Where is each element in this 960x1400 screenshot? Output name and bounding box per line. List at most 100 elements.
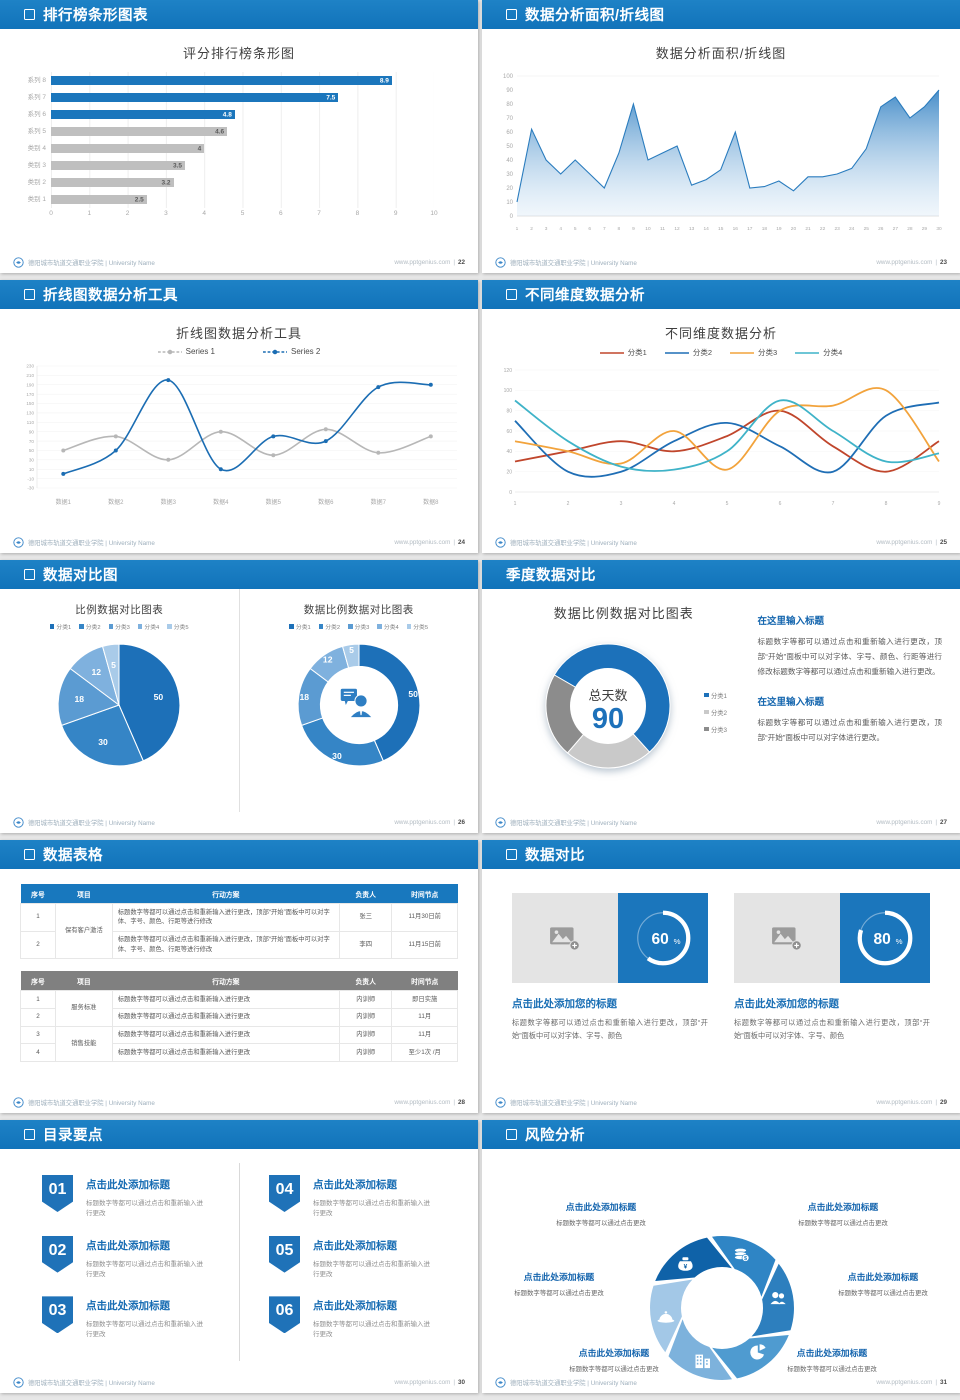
svg-text:26: 26 xyxy=(878,226,884,232)
bar-chart: 系列 8 系列 7 系列 6 系列 5 类别 4 类别 3 类别 2 类别 1 8.9 7.5 4.… xyxy=(16,72,434,208)
comparison-card: 60% 点击此处添加您的标题 标题数字等都可以通过点击和重新输入进行更改，顶部“开始… xyxy=(512,893,708,1043)
slide-title: 数据表格 xyxy=(43,848,103,864)
slide-header: 数据对比 xyxy=(482,840,960,869)
donut-summary-panel: 数据比例数据对比图表 总天数 90 分类1 分类2 分类3 xyxy=(500,589,748,812)
slide-title: 数据分析面积/折线图 xyxy=(525,8,665,24)
pinwheel-blade xyxy=(655,1237,732,1281)
slide-30[interactable]: 目录要点 01 点击此处添加标题 标题数字等都可以通过点击和重新输入进行更改 02 点击… xyxy=(0,1120,478,1393)
footer-university-name: 德阳城市轨道交通职业学院 | University Name xyxy=(28,1380,155,1387)
svg-text:40: 40 xyxy=(506,449,512,455)
university-logo-icon xyxy=(495,1377,506,1388)
footer-university-name: 德阳城市轨道交通职业学院 | University Name xyxy=(28,540,155,547)
svg-text:50: 50 xyxy=(408,689,418,699)
svg-text:100: 100 xyxy=(504,388,513,394)
svg-text:21: 21 xyxy=(805,226,811,232)
image-placeholder xyxy=(512,893,619,983)
slide-body: 60% 点击此处添加您的标题 标题数字等都可以通过点击和重新输入进行更改，顶部“开始… xyxy=(482,869,960,1092)
table-row: 3 销售技能 标题数字等都可以通过点击和重新输入进行更改 内训师 11月 xyxy=(20,1025,458,1062)
toc-item[interactable]: 06 点击此处添加标题 标题数字等都可以通过点击和重新输入进行更改 xyxy=(269,1296,436,1353)
footer-page-number: 25 xyxy=(939,539,947,546)
slide-22[interactable]: 排行榜条形图表 评分排行榜条形图 系列 8 系列 7 系列 6 系列 5 类别 4 类别 3… xyxy=(0,0,478,273)
footer-site-url: www.pptgenius.com xyxy=(394,259,451,266)
slide-title: 折线图数据分析工具 xyxy=(43,288,178,304)
svg-text:80: 80 xyxy=(873,931,890,948)
bar-row: 3.2 xyxy=(51,174,434,191)
bar-row: 4.6 xyxy=(51,123,434,140)
slide-27[interactable]: 季度数据对比 数据比例数据对比图表 总天数 90 分类1 分类2 分类3 在这里输入标题 标题… xyxy=(482,560,960,833)
slide-title: 目录要点 xyxy=(43,1128,103,1144)
footer-separator: | xyxy=(935,539,937,546)
square-bullet-icon xyxy=(506,9,517,20)
slide-footer: 德阳城市轨道交通职业学院 | University Name www.pptge… xyxy=(0,252,478,273)
slide-body: 序号 项目 行动方案 负责人 时间节点 1 保有客户激活 标题数字等都可以通过点击和重新输入进… xyxy=(0,869,478,1092)
svg-text:数据7: 数据7 xyxy=(371,498,387,506)
slide-29[interactable]: 数据对比 60% 点击此处添加您的标题 标题数字等都可以通过点击和重新输入进行更改，… xyxy=(482,840,960,1113)
svg-text:10: 10 xyxy=(29,467,35,472)
svg-text:19: 19 xyxy=(776,226,782,232)
svg-text:数据3: 数据3 xyxy=(161,498,177,506)
pie-slice xyxy=(57,667,121,727)
footer-site-url: www.pptgenius.com xyxy=(876,819,933,826)
image-placeholder-icon xyxy=(550,927,580,951)
svg-text:4: 4 xyxy=(559,226,562,232)
svg-text:5: 5 xyxy=(726,501,729,507)
svg-text:12: 12 xyxy=(323,654,333,664)
slide-25[interactable]: 不同维度数据分析 不同维度数据分析 分类1 分类2 分类3 分类4 0 20 40 60 80 10… xyxy=(482,280,960,553)
slide-26[interactable]: 数据对比图 比例数据对比图表 分类1 分类2 分类3 分类4 分类5 50 30 18 12 5 数据… xyxy=(0,560,478,833)
svg-text:0: 0 xyxy=(509,490,512,496)
slide-header: 数据表格 xyxy=(0,840,478,869)
toc-item[interactable]: 01 点击此处添加标题 标题数字等都可以通过点击和重新输入进行更改 xyxy=(42,1175,209,1232)
svg-text:数据6: 数据6 xyxy=(318,498,334,506)
slide-28[interactable]: 数据表格 序号 项目 行动方案 负责人 时间节点 1 保有客户激活 标题数字等都可以通过点击和… xyxy=(0,840,478,1113)
toc-item[interactable]: 05 点击此处添加标题 标题数字等都可以通过点击和重新输入进行更改 xyxy=(269,1235,436,1293)
svg-text:50: 50 xyxy=(29,448,35,453)
svg-text:30: 30 xyxy=(332,751,342,761)
footer-separator: | xyxy=(935,819,937,826)
square-bullet-icon xyxy=(24,849,35,860)
svg-text:5: 5 xyxy=(111,660,116,670)
svg-text:120: 120 xyxy=(504,368,513,374)
slide-31[interactable]: 风险分析 ¥ $ 点击此处添加标题 标题数字等都可以通过点击更改 点击此处添加标题 标题数… xyxy=(482,1120,960,1393)
svg-text:11: 11 xyxy=(660,226,665,232)
footer-site-url: www.pptgenius.com xyxy=(876,259,933,266)
chart-legend: Series 1 Series 2 xyxy=(0,347,478,356)
slide-23[interactable]: 数据分析面积/折线图 数据分析面积/折线图 0 10 20 30 40 50 60 70 80 90… xyxy=(482,0,960,273)
svg-text:4: 4 xyxy=(673,501,676,507)
toc-item[interactable]: 04 点击此处添加标题 标题数字等都可以通过点击和重新输入进行更改 xyxy=(269,1175,436,1232)
number-badge: 03 xyxy=(42,1296,73,1334)
footer-page-number: 31 xyxy=(939,1379,947,1386)
svg-text:17: 17 xyxy=(747,226,753,232)
svg-text:%: % xyxy=(674,937,681,946)
text-blocks: 在这里输入标题 标题数字等都可以通过点击和重新输入进行更改，顶部“开始”面板中可以… xyxy=(757,616,942,743)
svg-text:3: 3 xyxy=(620,501,623,507)
slide-footer: 德阳城市轨道交通职业学院 | University Name www.pptge… xyxy=(482,812,960,833)
svg-text:60: 60 xyxy=(506,130,513,136)
svg-text:¥: ¥ xyxy=(684,1264,688,1271)
multi-line-chart: 0 20 40 60 80 100 120 1 2 3 4 5 6 7 8 9 xyxy=(504,368,941,507)
table-row: 1 保有客户激活 标题数字等都可以通过点击和重新输入进行更改，顶部“开始”面板中可以… xyxy=(20,903,458,959)
svg-text:30: 30 xyxy=(936,226,942,232)
slide-header: 排行榜条形图表 xyxy=(0,0,478,29)
footer-site-url: www.pptgenius.com xyxy=(394,1379,451,1386)
university-logo-icon xyxy=(495,257,506,268)
slide-24[interactable]: 折线图数据分析工具 折线图数据分析工具 Series 1 Series 2 -30 -1… xyxy=(0,280,478,553)
svg-text:24: 24 xyxy=(849,226,855,232)
slide-footer: 德阳城市轨道交通职业学院 | University Name www.pptge… xyxy=(0,812,478,833)
footer-page-number: 24 xyxy=(457,539,465,546)
svg-text:12: 12 xyxy=(674,226,680,232)
svg-text:70: 70 xyxy=(506,116,513,122)
toc-item[interactable]: 03 点击此处添加标题 标题数字等都可以通过点击和重新输入进行更改 xyxy=(42,1296,209,1353)
footer-separator: | xyxy=(935,1099,937,1106)
pinwheel-blade xyxy=(751,1263,794,1337)
svg-text:90: 90 xyxy=(506,88,513,94)
legend-item: 分类4 xyxy=(795,348,843,357)
slide-title: 不同维度数据分析 xyxy=(525,288,645,304)
university-logo-icon xyxy=(495,817,506,828)
pie-slice xyxy=(341,643,360,669)
toc-item[interactable]: 02 点击此处添加标题 标题数字等都可以通过点击和重新输入进行更改 xyxy=(42,1235,209,1293)
pie-slice xyxy=(61,704,145,767)
svg-text:90: 90 xyxy=(592,703,624,735)
svg-text:70: 70 xyxy=(29,439,35,444)
svg-text:$: $ xyxy=(744,1256,747,1262)
